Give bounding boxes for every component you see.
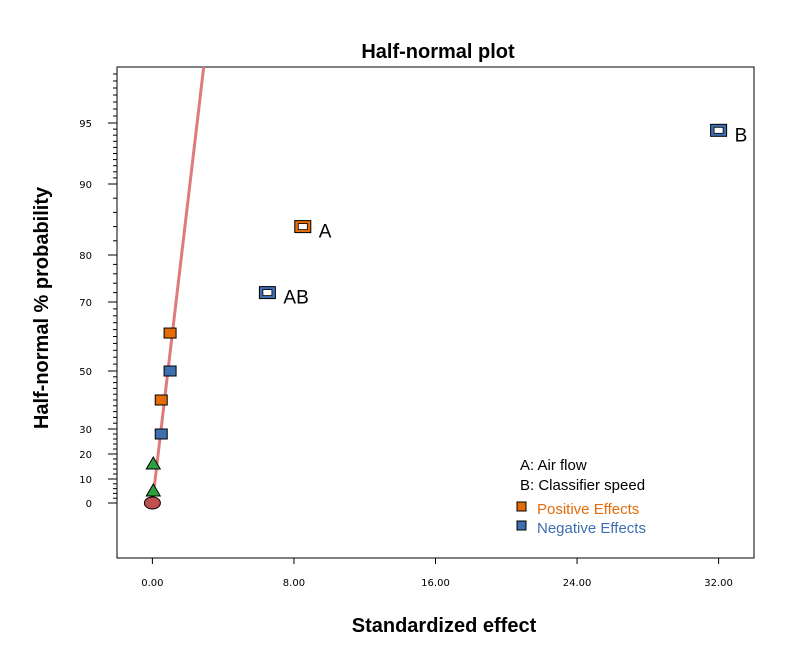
y-tick-label: 20 [79, 450, 92, 461]
y-tick-label: 95 [79, 119, 92, 130]
x-tick-label: 8.00 [283, 578, 305, 589]
legend-negative-label: Negative Effects [537, 520, 646, 537]
data-point-circle [143, 496, 161, 510]
legend-positive-label: Positive Effects [537, 501, 639, 518]
data-point-triangle [145, 456, 162, 470]
y-tick-label: 90 [79, 180, 92, 191]
legend-factor-a: A: Air flow [520, 457, 587, 474]
y-tick-label: 0 [86, 499, 92, 510]
legend-negative-swatch [516, 520, 527, 531]
y-tick-label: 50 [79, 367, 92, 378]
legend-factor-b: B: Classifier speed [520, 477, 645, 494]
data-point-square [154, 394, 168, 406]
y-axis-label: Half-normal % probability [31, 186, 53, 429]
data-point-square [163, 327, 177, 339]
data-point-label: A [319, 222, 332, 243]
data-point-inner [297, 223, 308, 231]
plot-frame [116, 66, 755, 559]
data-point-inner [713, 126, 724, 134]
x-tick-label: 24.00 [563, 578, 592, 589]
x-tick-label: 32.00 [704, 578, 733, 589]
y-tick-label: 70 [79, 298, 92, 309]
chart-title: Half-normal plot [361, 41, 515, 63]
data-point-square [163, 365, 177, 377]
data-point-label: B [735, 125, 748, 146]
y-minor-ticks [113, 73, 117, 499]
legend: A: Air flow B: Classifier speed Positive… [516, 457, 646, 537]
y-tick-label: 80 [79, 251, 92, 262]
data-point-label: AB [283, 288, 308, 309]
data-point-inner [262, 289, 273, 297]
x-tick-label: 0.00 [141, 578, 163, 589]
data-point-triangle [145, 483, 162, 497]
y-axis-ticks: 0 10 20 30 50 70 80 90 95 [79, 119, 117, 510]
x-tick-label: 16.00 [421, 578, 450, 589]
y-tick-label: 30 [79, 425, 92, 436]
y-tick-label: 10 [79, 475, 92, 486]
legend-positive-swatch [516, 501, 527, 512]
data-point-square [154, 428, 168, 440]
x-axis-label: Standardized effect [352, 615, 537, 637]
x-axis-ticks: 0.00 8.00 16.00 24.00 32.00 [141, 558, 733, 589]
